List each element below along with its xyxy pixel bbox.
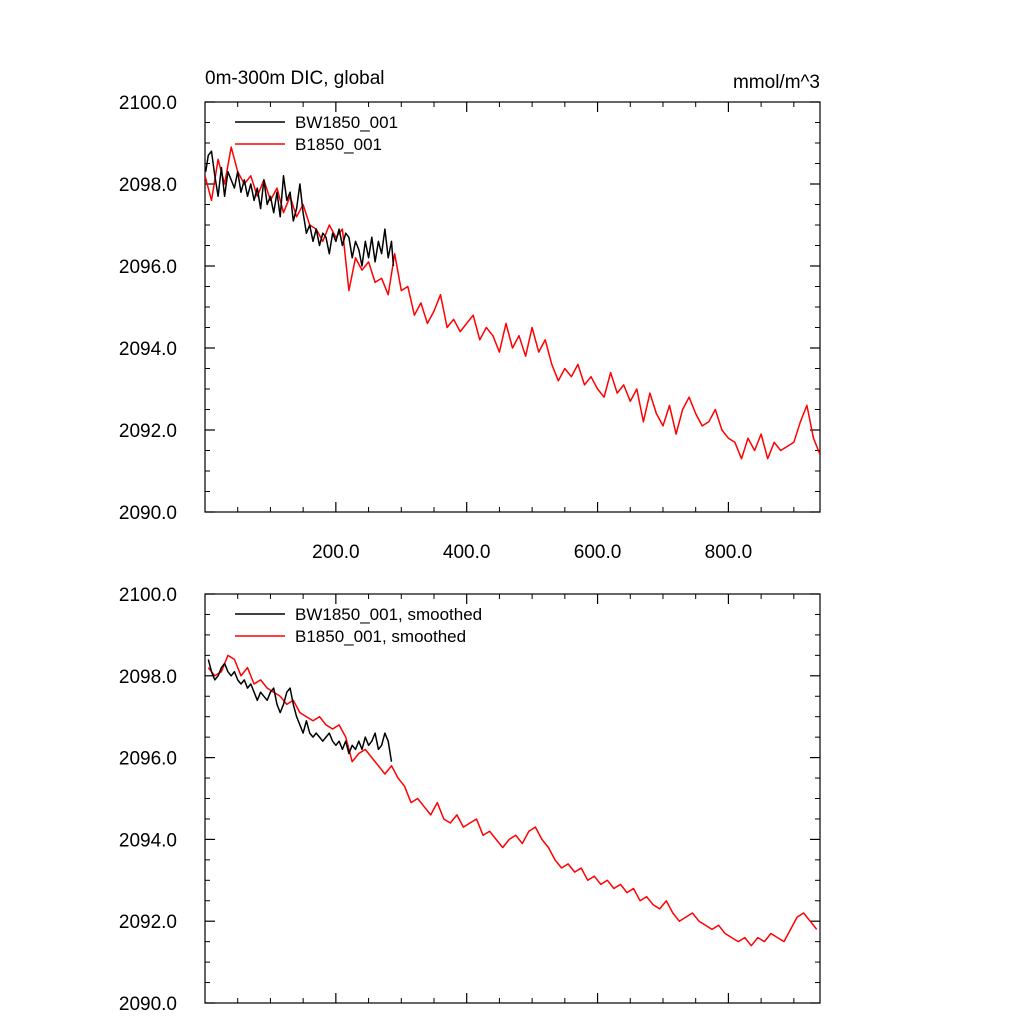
x-tick-label: 400.0 — [443, 542, 491, 563]
y-tick-label: 2090.0 — [119, 994, 177, 1015]
y-tick-label: 2100.0 — [119, 585, 177, 606]
plot-frame — [204, 101, 821, 513]
x-tick-label: 200.0 — [312, 542, 360, 563]
legend-label: B1850_001, smoothed — [295, 627, 466, 646]
y-tick-label: 2094.0 — [119, 339, 177, 360]
y-tick-label: 2096.0 — [119, 749, 177, 770]
legend-label: BW1850_001 — [295, 113, 398, 132]
series-line-b1850-001-smoothed — [207, 654, 818, 947]
series-line-bw1850-001 — [205, 150, 395, 267]
y-tick-label: 2098.0 — [119, 175, 177, 196]
x-tick-label: 800.0 — [705, 542, 753, 563]
top-panel: 2090.0 2092.0 2094.0 2096.0 2098.0 2100.0 200.… — [119, 68, 821, 563]
units-label: mmol/m^3 — [733, 72, 820, 93]
y-tick-label: 2098.0 — [119, 667, 177, 688]
chart-title: 0m-300m DIC, global — [205, 68, 385, 89]
bottom-panel: 2090.0 2092.0 2094.0 2096.0 2098.0 2100.0 BW18… — [119, 585, 821, 1015]
y-tick-label: 2092.0 — [119, 912, 177, 933]
legend-label: B1850_001 — [295, 135, 382, 154]
y-tick-label: 2096.0 — [119, 257, 177, 278]
series-line-bw1850-001-smoothed — [207, 659, 393, 762]
y-tick-label: 2094.0 — [119, 830, 177, 851]
y-tick-label: 2092.0 — [119, 421, 177, 442]
x-tick-label: 600.0 — [574, 542, 622, 563]
y-tick-label: 2090.0 — [119, 503, 177, 524]
series-line-b1850-001 — [205, 146, 820, 460]
y-tick-label: 2100.0 — [119, 93, 177, 114]
legend-label: BW1850_001, smoothed — [295, 605, 482, 624]
plot-frame — [204, 593, 821, 1004]
